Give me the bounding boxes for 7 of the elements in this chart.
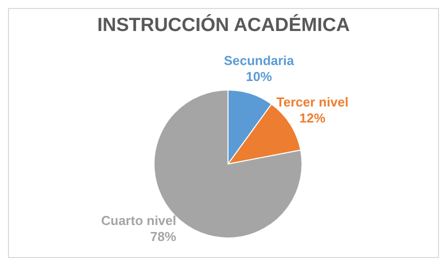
slice-label: Tercer nivel xyxy=(276,94,348,110)
slice-label: Secundaria xyxy=(224,52,295,68)
chart-title: INSTRUCCIÓN ACADÉMICA xyxy=(96,15,351,37)
slice-label: Cuarto nivel xyxy=(101,213,176,228)
data-label: 78% xyxy=(150,229,177,244)
data-label: 10% xyxy=(246,68,272,84)
data-label: 12% xyxy=(299,110,326,126)
